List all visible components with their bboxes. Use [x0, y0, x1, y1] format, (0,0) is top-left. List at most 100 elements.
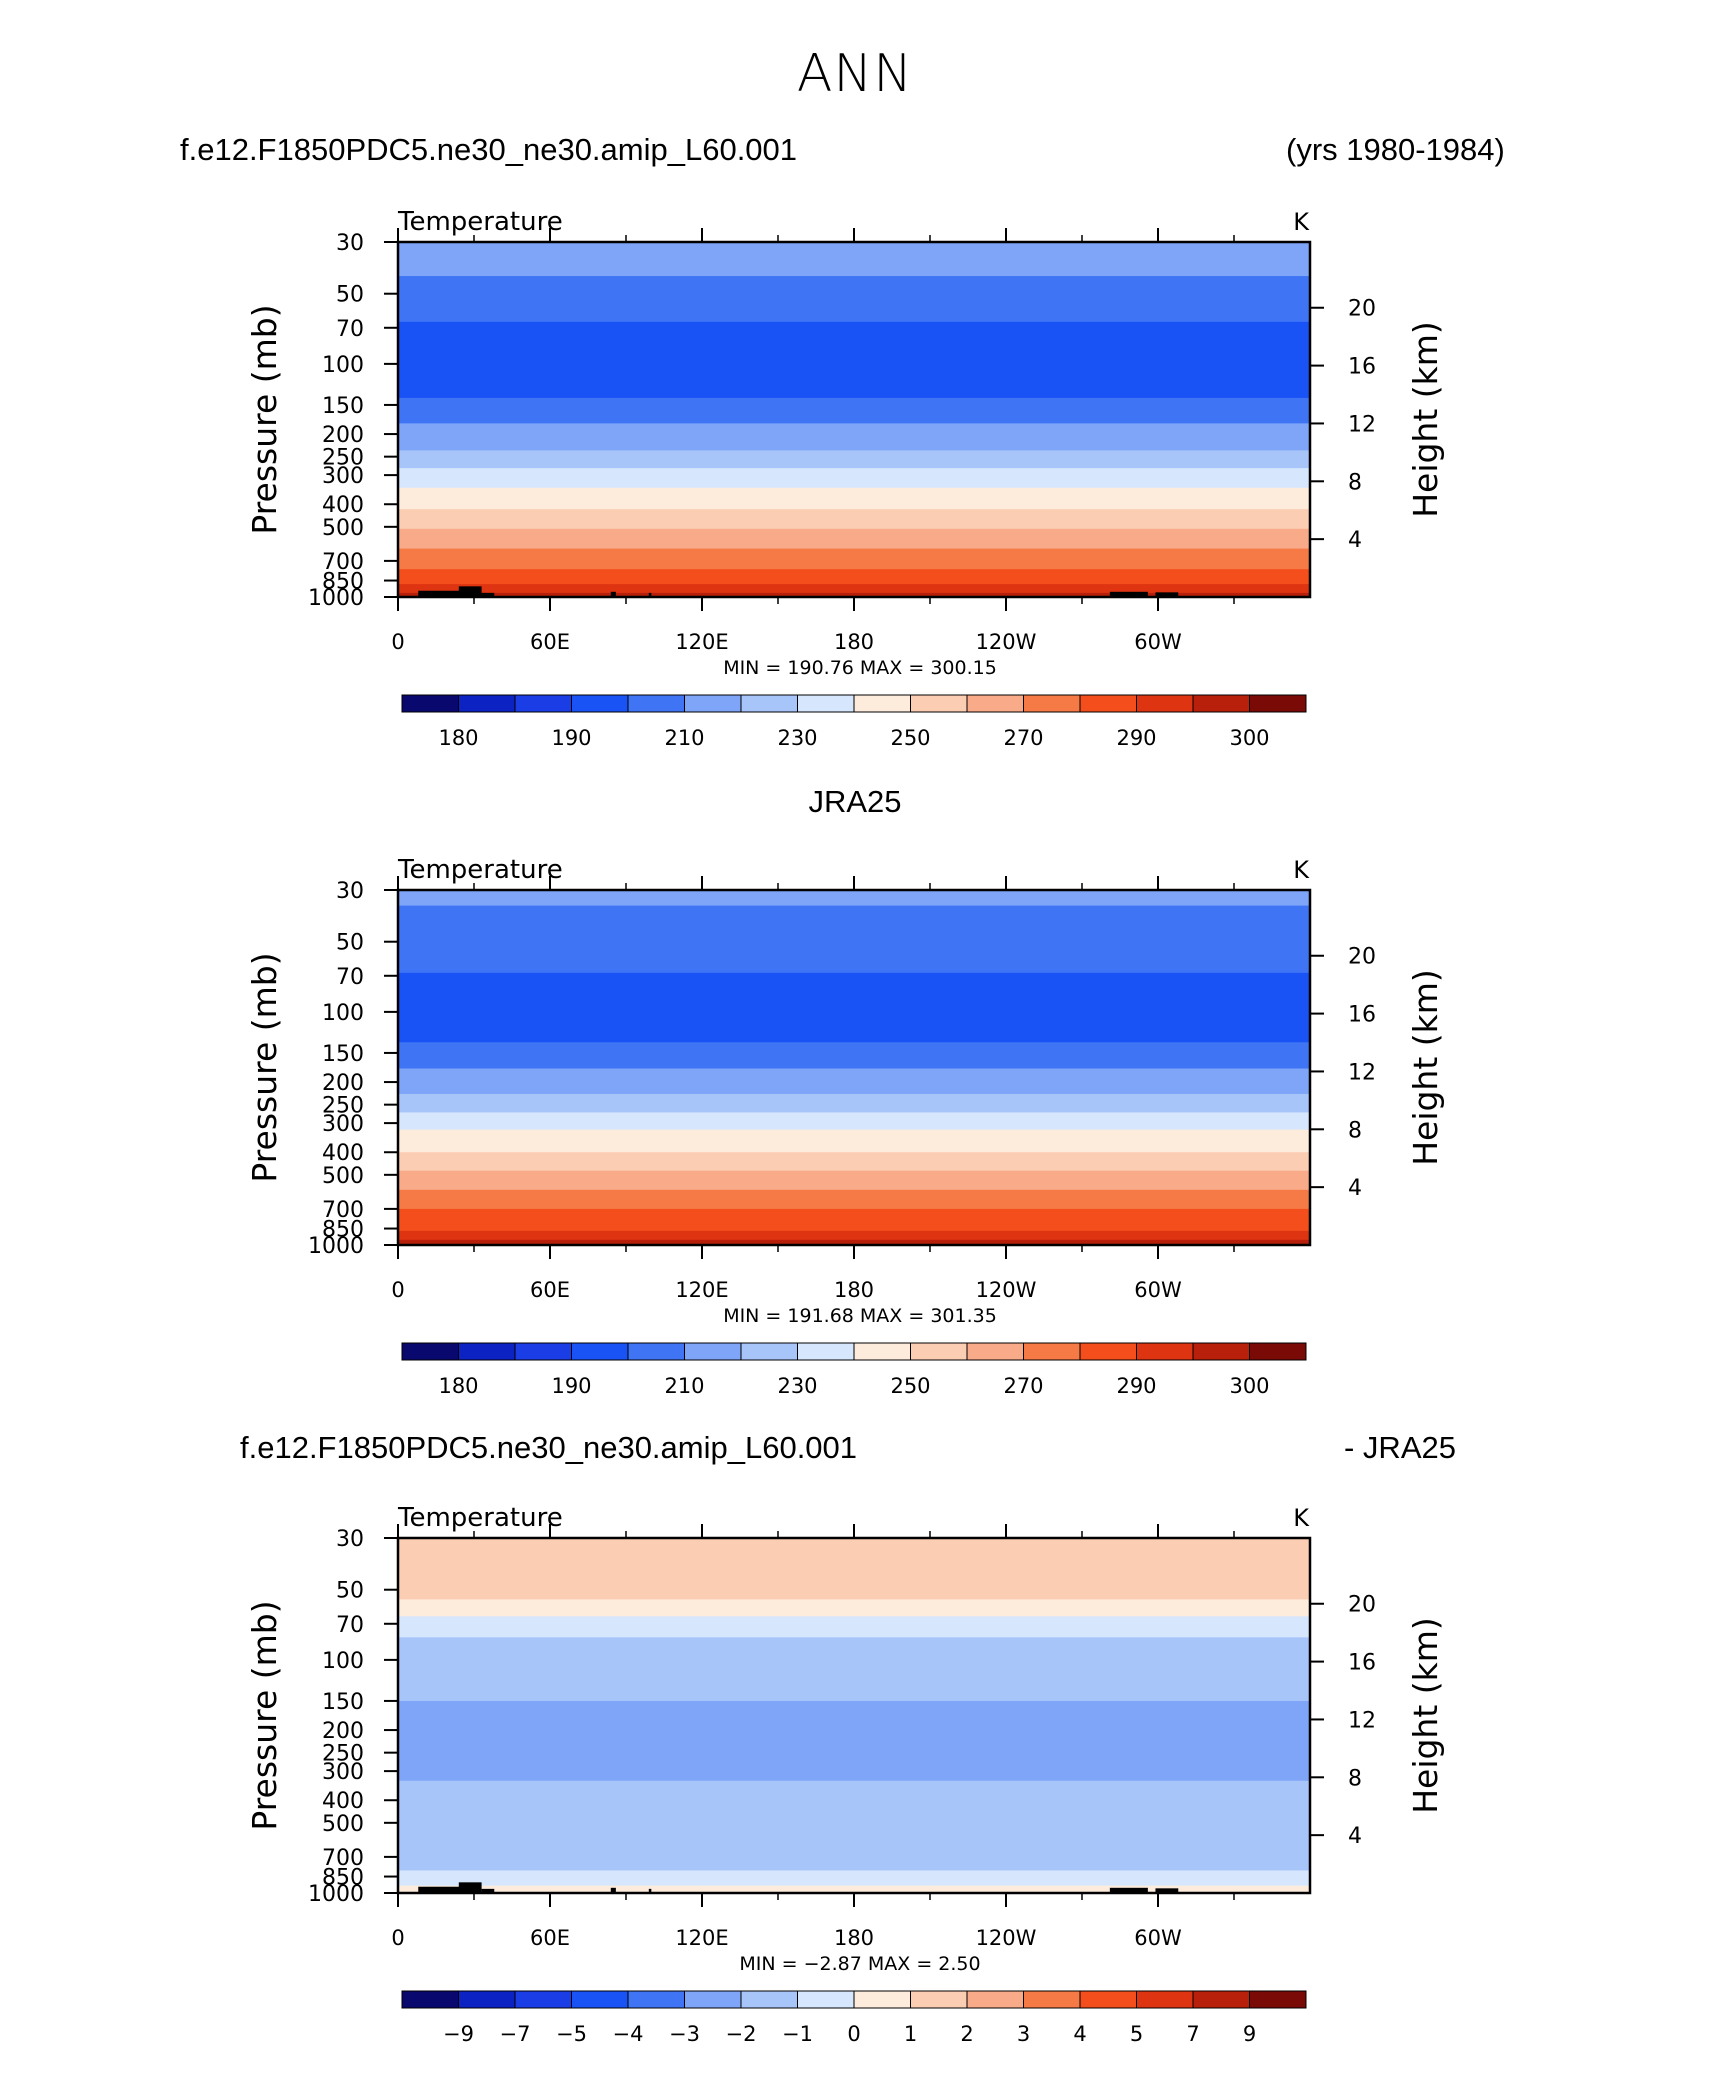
y-tick-label: 300 [322, 1760, 364, 1785]
colorbar-box [627, 1342, 685, 1361]
y2-tick-label: 8 [1348, 1118, 1362, 1143]
colorbar-box [1249, 1990, 1307, 2009]
colorbar-box [684, 694, 742, 713]
contour-band [398, 450, 1310, 469]
y-tick-label: 850 [322, 1218, 364, 1243]
x-tick-label: 180 [834, 1926, 874, 1950]
colorbar-label: 210 [664, 1374, 704, 1398]
colorbar-box [1023, 1342, 1081, 1361]
header-model-name: f.e12.F1850PDC5.ne30_ne30.amip_L60.001 [180, 132, 798, 167]
colorbar-label: 290 [1116, 1374, 1156, 1398]
colorbar-box [910, 694, 968, 713]
topography-mask [1155, 592, 1179, 597]
y-tick-label: 400 [322, 493, 364, 518]
contour-band [398, 1870, 1310, 1887]
contour-band [398, 569, 1310, 585]
header-diff-model-name: f.e12.F1850PDC5.ne30_ne30.amip_L60.001 [240, 1430, 858, 1465]
contour-band [398, 1112, 1310, 1131]
colorbar-box [401, 694, 459, 713]
contour-band [398, 890, 1310, 907]
colorbar-label: 180 [438, 1374, 478, 1398]
colorbar-label: 300 [1229, 1374, 1269, 1398]
y2-tick-label: 12 [1348, 412, 1376, 437]
contour-band [398, 1170, 1310, 1191]
colorbar-box [1192, 1342, 1250, 1361]
colorbar-box [910, 1342, 968, 1361]
min-max-label: MIN = 191.68 MAX = 301.35 [723, 1305, 997, 1327]
topography-mask [458, 1882, 482, 1893]
topography-mask [481, 592, 495, 597]
units-label: K [1293, 208, 1310, 236]
colorbar-label: 7 [1186, 2022, 1199, 2046]
y-tick-label: 200 [322, 1719, 364, 1744]
colorbar-box [684, 1990, 742, 2009]
contour-band [398, 1042, 1310, 1070]
colorbar-box [740, 694, 798, 713]
header-diff-obs-name: - JRA25 [1344, 1430, 1456, 1465]
colorbar-label: −2 [726, 2022, 757, 2046]
contour-band [398, 1189, 1310, 1210]
y2-tick-label: 12 [1348, 1060, 1376, 1085]
colorbar-box [910, 1990, 968, 2009]
topography-mask [418, 1886, 474, 1893]
y-tick-label: 70 [336, 1613, 364, 1638]
colorbar-label: −3 [669, 2022, 700, 2046]
panel-title: Temperature [397, 855, 563, 885]
contour-band [398, 1208, 1310, 1232]
colorbar-box [514, 694, 572, 713]
contour-band [398, 1129, 1310, 1153]
contour-band [398, 1152, 1310, 1172]
y-tick-label: 850 [322, 570, 364, 595]
colorbar-box [627, 694, 685, 713]
contour-band [398, 276, 1310, 323]
topography-mask [418, 590, 474, 597]
colorbar-label: 2 [960, 2022, 973, 2046]
colorbar-box [514, 1342, 572, 1361]
header-years: (yrs 1980-1984) [1286, 132, 1505, 167]
contour-band [398, 468, 1310, 489]
contour-band [398, 1093, 1310, 1113]
y-tick-label: 70 [336, 965, 364, 990]
x-tick-label: 60W [1134, 630, 1182, 654]
x-tick-label: 120W [976, 1926, 1037, 1950]
y2-tick-label: 20 [1348, 297, 1376, 322]
x-tick-label: 60E [530, 1926, 570, 1950]
y-tick-label: 200 [322, 1071, 364, 1096]
y-tick-label: 50 [336, 1579, 364, 1604]
colorbar-box [966, 1990, 1024, 2009]
colorbar-label: 270 [1003, 1374, 1043, 1398]
y-tick-label: 400 [322, 1141, 364, 1166]
colorbar-box [797, 694, 855, 713]
y2-tick-label: 20 [1348, 1593, 1376, 1618]
colorbar-box [853, 1990, 911, 2009]
colorbar-box [1023, 1990, 1081, 2009]
y-tick-label: 30 [336, 879, 364, 904]
contour-band [398, 1616, 1310, 1638]
contour-band [398, 1599, 1310, 1617]
y-tick-label: 500 [322, 1812, 364, 1837]
y-tick-label: 200 [322, 423, 364, 448]
y-tick-label: 100 [322, 1649, 364, 1674]
y-tick-label: 700 [322, 1846, 364, 1871]
y-tick-label: 50 [336, 931, 364, 956]
colorbar-box [1192, 694, 1250, 713]
contour-band [398, 1637, 1310, 1702]
x-tick-label: 60E [530, 1278, 570, 1302]
panel-title: Temperature [397, 1503, 563, 1533]
colorbar-label: −7 [500, 2022, 531, 2046]
panel-JRA25: Temperature K 0 60E 120E 180 120W 60W 30 50 70 100 1… [245, 855, 1445, 1398]
y-axis-label: Pressure (mb) [245, 952, 284, 1182]
y-tick-label: 150 [322, 1690, 364, 1715]
colorbar-box [458, 694, 516, 713]
y2-axis-label: Height (km) [1406, 321, 1445, 518]
colorbar-label: 270 [1003, 726, 1043, 750]
y-tick-label: 700 [322, 1198, 364, 1223]
colorbar-label: 0 [847, 2022, 860, 2046]
colorbar-box [458, 1990, 516, 2009]
y2-tick-label: 8 [1348, 1766, 1362, 1791]
contour-band [398, 397, 1310, 424]
y-tick-label: 700 [322, 550, 364, 575]
units-label: K [1293, 1504, 1310, 1532]
colorbar-box [1192, 1990, 1250, 2009]
